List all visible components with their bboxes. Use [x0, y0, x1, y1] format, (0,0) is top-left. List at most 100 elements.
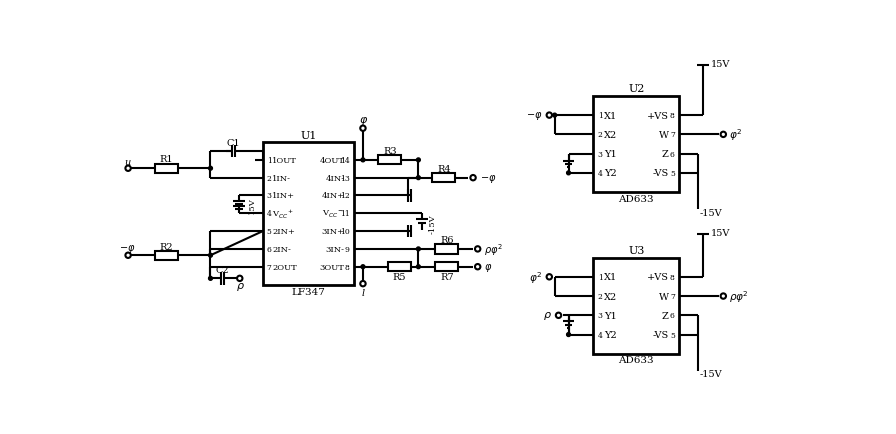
Text: R3: R3 — [383, 147, 397, 156]
Text: Z: Z — [662, 150, 668, 159]
Text: X2: X2 — [604, 292, 617, 301]
Text: 13: 13 — [340, 174, 349, 182]
Text: 5: 5 — [670, 169, 675, 178]
Circle shape — [566, 171, 571, 175]
Text: $-\varphi$: $-\varphi$ — [526, 110, 542, 122]
Text: R2: R2 — [159, 242, 174, 251]
Text: 4: 4 — [598, 331, 603, 339]
Text: -15V: -15V — [700, 369, 722, 378]
Text: W: W — [659, 292, 668, 301]
Text: 5: 5 — [670, 331, 675, 339]
Text: AD633: AD633 — [618, 194, 654, 203]
Text: 2OUT: 2OUT — [272, 263, 297, 271]
Text: $-\varphi$: $-\varphi$ — [480, 172, 496, 184]
Text: 1: 1 — [598, 273, 603, 281]
Text: 5: 5 — [267, 227, 271, 236]
Text: $\rho\varphi^2$: $\rho\varphi^2$ — [484, 241, 503, 257]
Text: 8: 8 — [670, 112, 675, 120]
Bar — [593, 97, 679, 193]
Text: LF347: LF347 — [291, 287, 325, 296]
Text: Y1: Y1 — [604, 311, 616, 320]
Text: AD633: AD633 — [618, 355, 654, 365]
Text: $\rho$: $\rho$ — [543, 309, 552, 322]
Text: 15V: 15V — [248, 197, 256, 213]
Circle shape — [417, 265, 420, 269]
Text: 3IN-: 3IN- — [325, 245, 344, 253]
Text: +VS: +VS — [647, 112, 668, 120]
Text: Y2: Y2 — [604, 169, 616, 178]
Text: 3: 3 — [267, 192, 271, 200]
Text: 4IN+: 4IN+ — [322, 192, 344, 200]
Text: R6: R6 — [440, 236, 453, 245]
Text: $\varphi^2$: $\varphi^2$ — [530, 269, 542, 285]
Text: 14: 14 — [340, 157, 349, 164]
Bar — [593, 258, 679, 354]
Circle shape — [361, 158, 365, 162]
Circle shape — [417, 176, 420, 180]
Text: 8: 8 — [670, 273, 675, 281]
Text: 10: 10 — [340, 227, 349, 236]
Text: 3: 3 — [598, 312, 603, 319]
Text: -VS: -VS — [652, 169, 668, 178]
Text: 9: 9 — [345, 245, 349, 253]
Text: U2: U2 — [628, 84, 644, 94]
Text: -15V: -15V — [428, 214, 436, 233]
Circle shape — [417, 158, 420, 162]
Text: u: u — [125, 158, 131, 166]
Text: V$_{CC}$$^-$: V$_{CC}$$^-$ — [323, 208, 344, 219]
Text: 6: 6 — [267, 245, 271, 253]
Text: 12: 12 — [340, 192, 349, 200]
Bar — [155, 164, 178, 174]
Text: C2: C2 — [215, 265, 228, 274]
Text: X1: X1 — [604, 273, 617, 282]
Circle shape — [361, 265, 365, 269]
Circle shape — [209, 254, 212, 258]
Text: V$_{CC}$$^+$: V$_{CC}$$^+$ — [272, 207, 295, 220]
Bar — [435, 263, 459, 272]
Text: +VS: +VS — [647, 273, 668, 282]
Bar — [378, 156, 401, 165]
Text: X2: X2 — [604, 131, 617, 140]
Circle shape — [417, 247, 420, 251]
Bar — [432, 174, 455, 183]
Text: 8: 8 — [345, 263, 349, 271]
Text: Y1: Y1 — [604, 150, 616, 159]
Text: 4: 4 — [598, 169, 603, 178]
Text: 7: 7 — [670, 131, 675, 139]
Text: R5: R5 — [392, 273, 406, 282]
Text: 1IN+: 1IN+ — [272, 192, 295, 200]
Bar — [155, 251, 178, 260]
Text: $\varphi$: $\varphi$ — [484, 261, 492, 273]
Text: C1: C1 — [227, 138, 240, 147]
Text: U1: U1 — [300, 131, 316, 141]
Text: 3IN+: 3IN+ — [322, 227, 344, 236]
Text: 2: 2 — [598, 293, 603, 300]
Text: 1: 1 — [598, 112, 603, 120]
Text: $\rho$: $\rho$ — [236, 280, 245, 293]
Text: 2IN-: 2IN- — [272, 245, 291, 253]
Circle shape — [553, 114, 556, 118]
Text: 15V: 15V — [711, 60, 730, 69]
Text: 3: 3 — [598, 150, 603, 158]
Text: 7: 7 — [670, 293, 675, 300]
Text: $\varphi$: $\varphi$ — [359, 115, 368, 127]
Circle shape — [566, 333, 571, 337]
Circle shape — [209, 167, 212, 171]
Text: 15V: 15V — [711, 229, 730, 238]
Text: Z: Z — [662, 311, 668, 320]
Text: 6: 6 — [670, 150, 675, 158]
Text: -VS: -VS — [652, 330, 668, 339]
Text: W: W — [659, 131, 668, 140]
Text: 2: 2 — [267, 174, 271, 182]
Text: 4: 4 — [267, 210, 271, 218]
Text: $\varphi^2$: $\varphi^2$ — [729, 127, 743, 143]
Text: 1OUT: 1OUT — [272, 157, 297, 164]
Text: 1: 1 — [267, 157, 271, 164]
Text: 4IN-: 4IN- — [325, 174, 344, 182]
Text: 7: 7 — [267, 263, 271, 271]
Text: Y2: Y2 — [604, 330, 616, 339]
Text: -15V: -15V — [700, 209, 722, 218]
Bar — [263, 143, 354, 285]
Text: 11: 11 — [340, 210, 349, 218]
Text: 2: 2 — [598, 131, 603, 139]
